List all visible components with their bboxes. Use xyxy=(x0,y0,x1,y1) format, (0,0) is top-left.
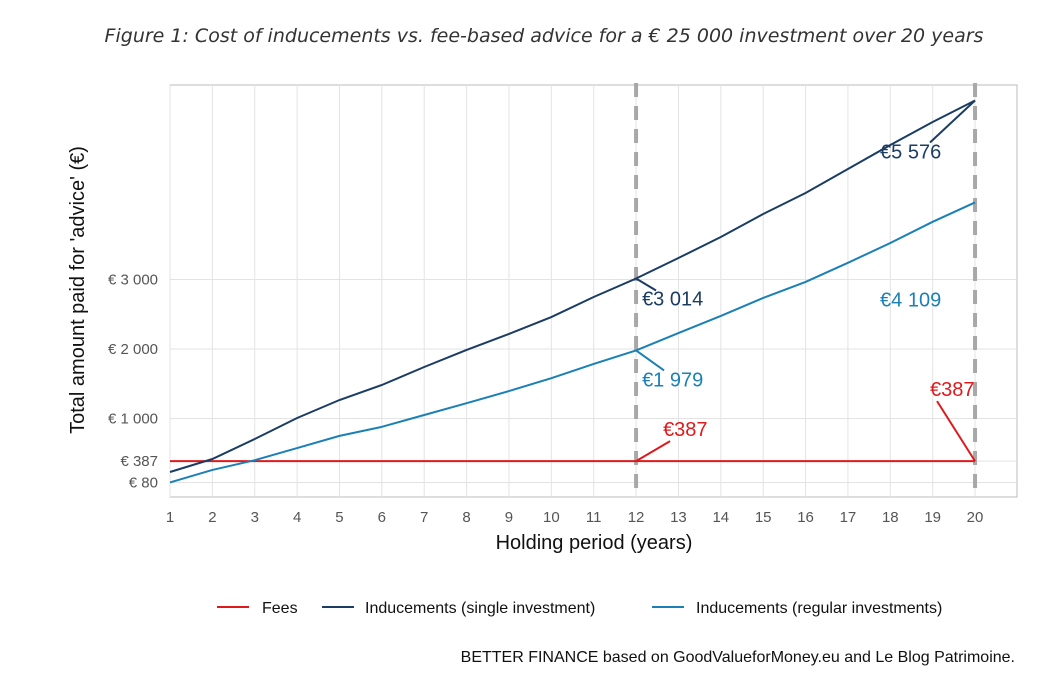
x-tick-label: 16 xyxy=(797,509,814,526)
annotations: €5 576 €4 109 €3 014 €1 979 €387 €387 xyxy=(635,99,976,462)
annotation-label: €1 979 xyxy=(642,369,703,391)
x-tick-label: 9 xyxy=(505,509,513,526)
x-tick-label: 13 xyxy=(670,509,687,526)
annotation-leader xyxy=(635,440,671,462)
y-tick-label: € 2 000 xyxy=(108,341,158,358)
x-axis-title: Holding period (years) xyxy=(496,532,693,554)
annotation-leader xyxy=(635,277,657,292)
legend-label: Inducements (single investment) xyxy=(365,600,595,617)
x-tick-label: 7 xyxy=(420,509,428,526)
annotation-label: €4 109 xyxy=(880,289,941,311)
reference-lines xyxy=(634,83,978,497)
annotation-label: €3 014 xyxy=(642,289,703,311)
legend-label: Inducements (regular investments) xyxy=(696,600,942,617)
x-tick-label: 8 xyxy=(462,509,470,526)
series-line-2 xyxy=(169,201,976,484)
x-tick-label: 3 xyxy=(251,509,259,526)
legend-label: Fees xyxy=(262,600,298,617)
annotation-leader xyxy=(929,99,976,144)
legend: Fees Inducements (single investment) Induc… xyxy=(217,600,942,617)
y-tick-label: € 3 000 xyxy=(108,272,158,289)
annotation-label: €5 576 xyxy=(880,141,941,163)
annotation-leader xyxy=(635,349,665,372)
series-lines xyxy=(169,99,976,484)
x-tick-label: 14 xyxy=(712,509,729,526)
x-tick-label: 20 xyxy=(967,509,984,526)
x-tick-label: 17 xyxy=(840,509,857,526)
annotation-leader xyxy=(936,400,976,462)
chart-title: Figure 1: Cost of inducements vs. fee-ba… xyxy=(105,25,984,47)
x-tick-label: 10 xyxy=(543,509,560,526)
x-tick-label: 4 xyxy=(293,509,301,526)
caption: BETTER FINANCE based on GoodValueforMone… xyxy=(461,649,1015,666)
x-tick-label: 12 xyxy=(628,509,645,526)
x-tick-label: 6 xyxy=(378,509,386,526)
y-tick-label: € 80 xyxy=(129,474,158,491)
y-axis-title: Total amount paid for 'advice' (€) xyxy=(67,146,89,434)
series-line-1 xyxy=(169,99,976,473)
x-tick-label: 1 xyxy=(166,509,174,526)
y-tick-label: € 1 000 xyxy=(108,411,158,428)
x-tick-label: 2 xyxy=(208,509,216,526)
x-tick-label: 19 xyxy=(924,509,941,526)
tick-labels: 1 2 3 4 5 6 7 8 9 10 11 12 13 14 15 16 17 18 19 20€ 80€ 387… xyxy=(108,272,983,527)
annotation-label: €387 xyxy=(663,419,708,441)
x-tick-label: 5 xyxy=(335,509,343,526)
x-tick-label: 15 xyxy=(755,509,772,526)
annotation-label: €387 xyxy=(930,379,975,401)
x-tick-label: 18 xyxy=(882,509,899,526)
y-tick-label: € 387 xyxy=(120,453,158,470)
x-tick-label: 11 xyxy=(586,509,602,526)
